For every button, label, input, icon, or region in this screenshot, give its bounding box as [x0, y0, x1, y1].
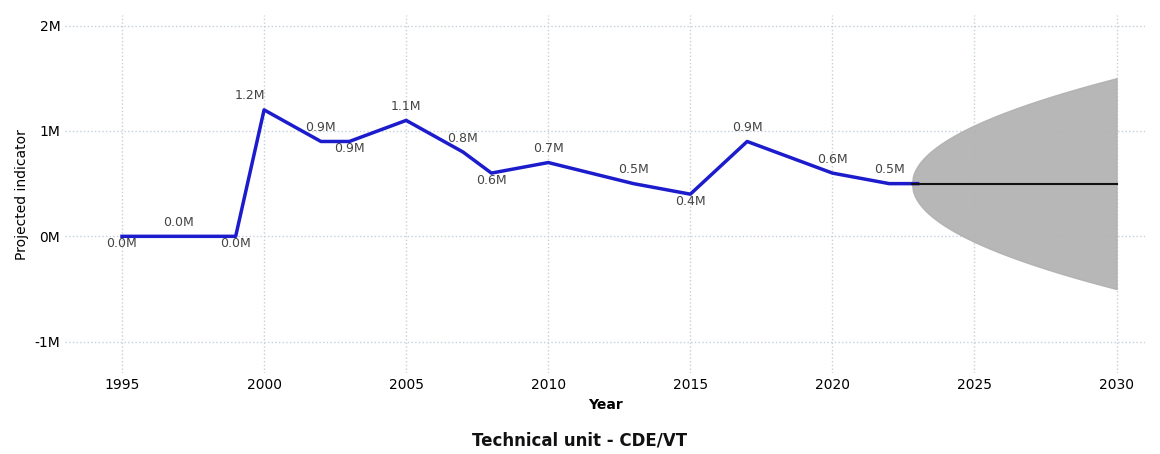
Text: 0.9M: 0.9M: [732, 121, 762, 134]
Text: 0.4M: 0.4M: [675, 195, 705, 208]
Text: 0.6M: 0.6M: [476, 174, 507, 187]
Text: 0.0M: 0.0M: [164, 216, 194, 229]
Text: 1.1M: 1.1M: [391, 100, 421, 113]
Text: 0.0M: 0.0M: [220, 237, 251, 250]
Y-axis label: Projected indicator: Projected indicator: [15, 129, 29, 260]
X-axis label: Year: Year: [588, 398, 623, 412]
Text: 0.8M: 0.8M: [448, 132, 478, 145]
Text: 0.0M: 0.0M: [107, 237, 137, 250]
Text: 0.5M: 0.5M: [873, 163, 905, 176]
Text: 0.6M: 0.6M: [817, 153, 848, 166]
Text: 0.9M: 0.9M: [305, 121, 336, 134]
Text: Technical unit - CDE/VT: Technical unit - CDE/VT: [472, 431, 688, 449]
Text: 0.5M: 0.5M: [618, 163, 648, 176]
Text: 0.9M: 0.9M: [334, 142, 364, 155]
Text: 1.2M: 1.2M: [234, 89, 266, 103]
Text: 0.7M: 0.7M: [532, 142, 564, 155]
